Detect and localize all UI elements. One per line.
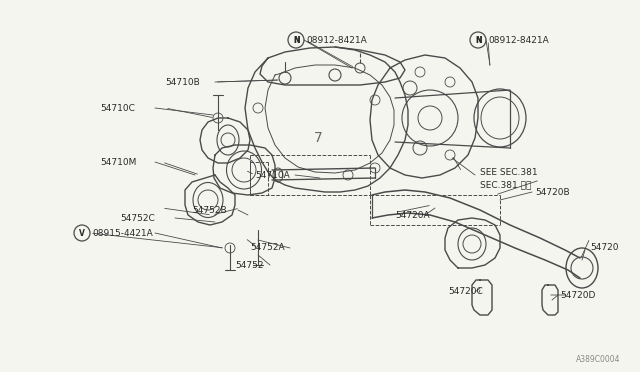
Text: SEE SEC.381: SEE SEC.381 — [480, 167, 538, 176]
Text: 7: 7 — [314, 131, 323, 145]
Text: N: N — [475, 35, 481, 45]
Text: 08912-8421A: 08912-8421A — [306, 35, 367, 45]
Text: A389C0004: A389C0004 — [575, 356, 620, 365]
Text: 54710A: 54710A — [255, 170, 290, 180]
Text: V: V — [79, 228, 85, 237]
Text: 54720A: 54720A — [395, 211, 429, 219]
Text: 54752B: 54752B — [192, 205, 227, 215]
Text: 54720B: 54720B — [535, 187, 570, 196]
Text: 08915-4421A: 08915-4421A — [92, 228, 153, 237]
Text: 54752C: 54752C — [120, 214, 155, 222]
Text: N: N — [292, 35, 300, 45]
Text: 54752A: 54752A — [250, 244, 285, 253]
Text: 08912-8421A: 08912-8421A — [488, 35, 548, 45]
Text: 54710C: 54710C — [100, 103, 135, 112]
Text: 54752: 54752 — [235, 260, 264, 269]
Text: SEC.381 参照: SEC.381 参照 — [480, 180, 531, 189]
Text: 54720D: 54720D — [560, 291, 595, 299]
Text: N: N — [292, 35, 300, 45]
Text: 54710M: 54710M — [100, 157, 136, 167]
Text: N: N — [475, 35, 481, 45]
Text: 54710B: 54710B — [165, 77, 200, 87]
Text: 54720C: 54720C — [448, 288, 483, 296]
Text: 54720: 54720 — [590, 244, 618, 253]
